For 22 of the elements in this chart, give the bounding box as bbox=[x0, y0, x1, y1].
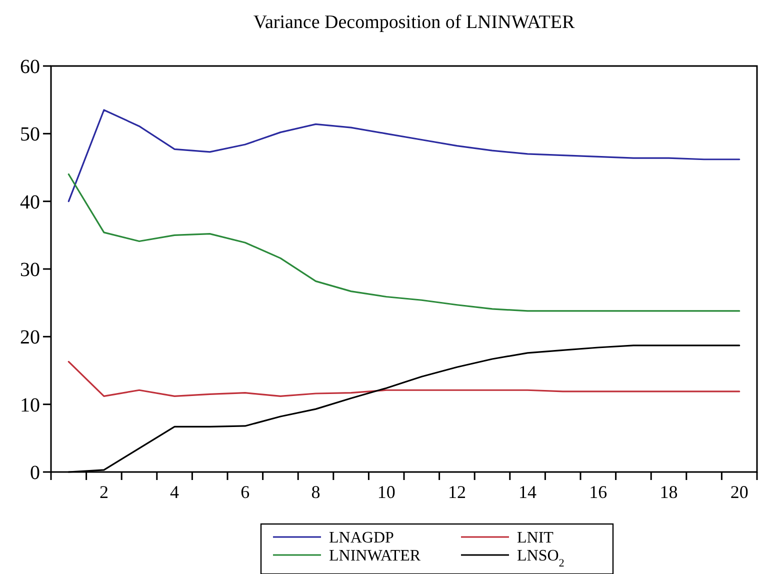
y-tick-label: 10 bbox=[20, 394, 40, 416]
y-tick-label: 60 bbox=[20, 56, 40, 78]
y-tick-label: 20 bbox=[20, 326, 40, 349]
legend-label: LNIT bbox=[517, 530, 554, 547]
x-tick-label: 2 bbox=[99, 482, 108, 502]
chart-title: Variance Decomposition of LNINWATER bbox=[253, 12, 575, 33]
x-tick-label: 6 bbox=[240, 482, 250, 502]
y-tick-label: 40 bbox=[20, 191, 40, 214]
x-tick-label: 20 bbox=[730, 482, 748, 502]
y-tick-label: 30 bbox=[20, 259, 40, 281]
y-tick-label: 50 bbox=[20, 124, 40, 146]
legend-label: LNINWATER bbox=[329, 548, 421, 565]
legend-label: LNSO$_{2}$ bbox=[517, 548, 564, 570]
x-tick-label: 18 bbox=[660, 482, 678, 502]
x-tick-label: 14 bbox=[518, 482, 537, 502]
x-tick-label: 8 bbox=[311, 482, 320, 502]
x-tick-label: 4 bbox=[170, 482, 180, 502]
x-tick-label: 10 bbox=[377, 482, 396, 502]
y-tick-label: 0 bbox=[30, 462, 40, 484]
legend-label: LNAGDP bbox=[329, 530, 394, 547]
x-tick-label: 16 bbox=[589, 482, 608, 502]
x-tick-label: 12 bbox=[448, 482, 466, 502]
